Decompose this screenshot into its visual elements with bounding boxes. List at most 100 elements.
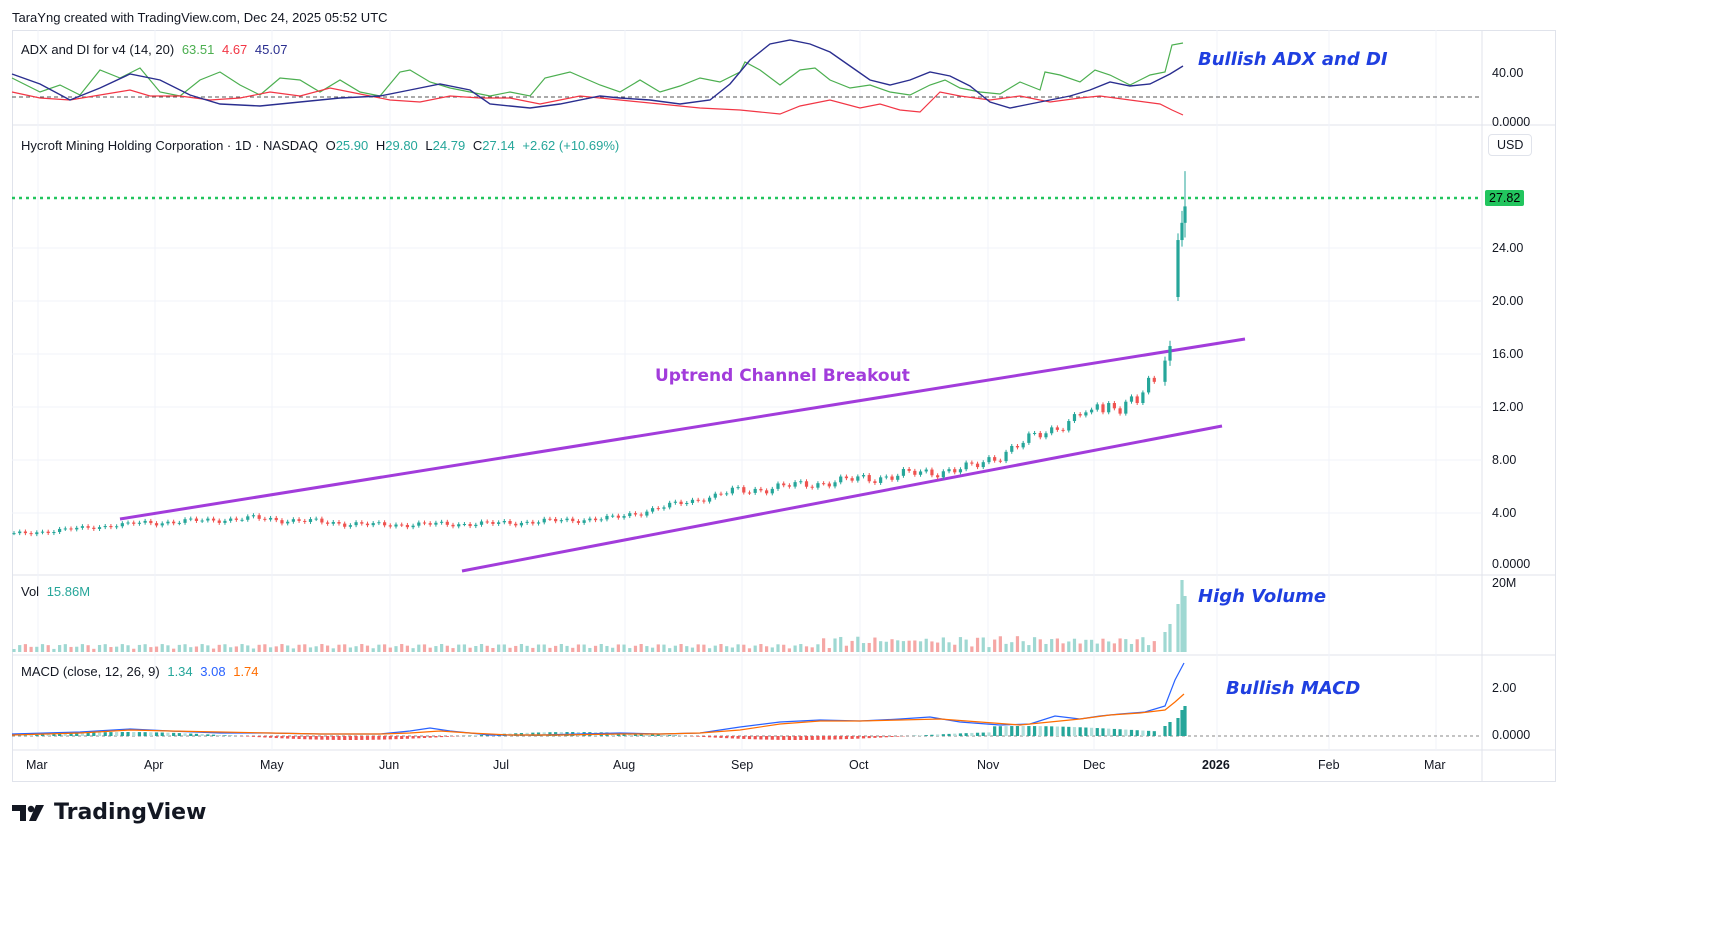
candle-body	[1027, 433, 1031, 443]
macd-signal-value: 1.74	[233, 664, 259, 679]
volume-bar	[132, 648, 136, 652]
volume-bar	[987, 647, 991, 652]
volume-bar	[46, 645, 50, 652]
volume-bar	[280, 644, 284, 652]
minus-di-value: 4.67	[221, 42, 248, 57]
volume-bar	[941, 637, 945, 652]
macd-histogram-bar	[143, 732, 147, 736]
volume-bar	[1021, 641, 1025, 652]
candle-body	[405, 524, 410, 528]
volume-bar	[970, 646, 974, 652]
candle-body	[759, 488, 763, 491]
macd-histogram-bar	[673, 735, 677, 736]
volume-bar	[377, 644, 381, 652]
candle-body	[40, 531, 45, 533]
candle-body	[593, 518, 598, 521]
macd-histogram-bar	[325, 736, 330, 740]
volume-bar	[782, 644, 786, 652]
channel-annotation: Uptrend Channel Breakout	[655, 366, 910, 386]
volume-bar	[1118, 638, 1122, 652]
volume-bar	[286, 645, 290, 652]
volume-bar	[200, 644, 204, 652]
volume-bar	[474, 646, 478, 652]
macd-histogram-bar	[1032, 726, 1037, 736]
macd-histogram-bar	[58, 733, 62, 736]
candle-body	[360, 522, 364, 524]
macd-histogram-bar	[1141, 730, 1145, 736]
volume-bar	[793, 645, 797, 652]
macd-histogram-bar	[388, 736, 392, 740]
macd-histogram-bar	[822, 736, 826, 740]
candle-body	[1067, 421, 1071, 431]
macd-histogram-bar	[154, 732, 159, 736]
volume-bar	[1061, 643, 1065, 652]
macd-axis-tick: 0.0000	[1492, 728, 1531, 742]
macd-histogram-bar	[981, 732, 985, 736]
candle-body	[229, 518, 233, 521]
volume-annotation: High Volume	[1198, 586, 1327, 607]
volume-bar	[936, 642, 940, 652]
close-label: C	[472, 138, 483, 153]
time-axis-tick: Sep	[731, 758, 754, 772]
candle-body	[548, 518, 552, 520]
volume-bar	[901, 641, 906, 652]
candle-body	[1015, 445, 1020, 448]
volume-bar	[491, 647, 495, 652]
macd-histogram-bar	[810, 736, 814, 740]
volume-bar	[172, 648, 176, 652]
candle-body	[867, 475, 871, 482]
candle-body	[417, 522, 421, 526]
tradingview-logo[interactable]: TradingView	[12, 800, 206, 825]
candle-body	[542, 518, 546, 523]
macd-histogram-bar	[1061, 726, 1065, 736]
candle-body	[941, 471, 945, 478]
macd-histogram-bar	[200, 734, 204, 736]
volume-bar	[576, 644, 581, 652]
candle-body	[268, 517, 273, 520]
macd-histogram-bar	[251, 736, 256, 737]
volume-bar	[348, 647, 352, 652]
volume-bar	[229, 647, 233, 652]
candle-body	[1055, 427, 1059, 430]
volume-bar	[154, 646, 159, 652]
macd-histogram-bar	[918, 735, 923, 736]
macd-histogram-bar	[947, 733, 951, 736]
candle-body	[822, 483, 826, 485]
volume-bar	[360, 644, 364, 652]
macd-histogram-bar	[291, 736, 295, 739]
volume-bar	[115, 646, 119, 652]
volume-bar	[166, 645, 170, 652]
volume-bar	[103, 644, 107, 652]
volume-bar	[702, 644, 706, 652]
candle-body	[75, 527, 79, 530]
volume-bar	[303, 644, 307, 652]
macd-histogram-bar	[92, 732, 96, 736]
macd-histogram-bar	[1050, 726, 1054, 736]
macd-histogram-bar	[702, 736, 706, 738]
macd-histogram-bar	[531, 732, 535, 736]
candle-body	[1168, 346, 1172, 361]
volume-bar	[23, 644, 28, 652]
candle-body	[918, 471, 923, 475]
price-axis-tick: 12.00	[1492, 400, 1524, 414]
macd-histogram-bar	[782, 736, 786, 740]
macd-histogram-bar	[742, 736, 746, 739]
candle-body	[1146, 377, 1151, 393]
volume-bar	[63, 644, 67, 652]
candle-body	[474, 524, 478, 527]
candle-body	[719, 493, 723, 495]
macd-histogram-bar	[97, 732, 102, 736]
candle-body	[576, 521, 581, 523]
macd-histogram-bar	[1118, 729, 1122, 736]
candle-body	[1176, 240, 1180, 298]
macd-histogram-bar	[964, 733, 968, 736]
candle-body	[525, 521, 529, 523]
volume-bar	[685, 646, 689, 652]
volume-bar	[331, 648, 335, 652]
macd-histogram-bar	[120, 732, 124, 736]
volume-bar	[810, 647, 814, 652]
volume-bar	[707, 648, 712, 652]
candle-body	[1163, 360, 1167, 382]
currency-button[interactable]: USD	[1488, 134, 1533, 156]
